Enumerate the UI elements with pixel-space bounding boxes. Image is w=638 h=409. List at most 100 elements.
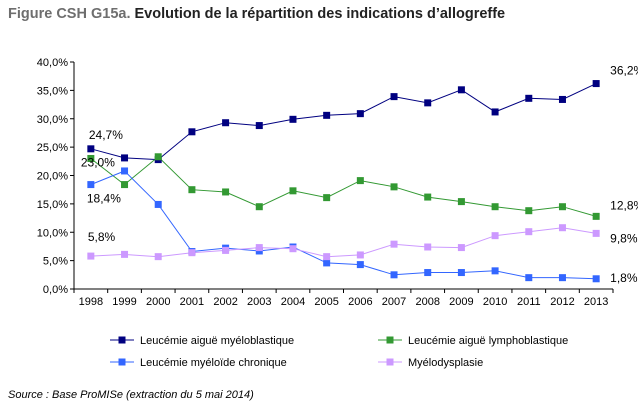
series-line-2 xyxy=(90,170,597,280)
data-point xyxy=(222,119,230,127)
data-label: 9,8% xyxy=(610,231,638,245)
series-markers xyxy=(87,80,600,283)
series-line-3 xyxy=(90,227,597,258)
data-point xyxy=(289,245,297,253)
data-point xyxy=(525,228,533,236)
data-point xyxy=(592,212,600,220)
x-tick-label: 2012 xyxy=(550,296,574,308)
x-tick-label: 2013 xyxy=(584,296,608,308)
data-label: 24,7% xyxy=(89,128,123,142)
legend-marker xyxy=(386,336,394,344)
source-note: Source : Base ProMISe (extraction du 5 m… xyxy=(8,389,254,401)
data-label: 18,4% xyxy=(87,192,121,206)
data-label: 36,2% xyxy=(610,64,638,78)
data-point xyxy=(323,253,331,261)
data-label: 23,0% xyxy=(81,155,115,169)
data-point xyxy=(424,99,432,107)
data-point xyxy=(356,251,364,259)
x-tick-label: 2011 xyxy=(517,296,541,308)
legend-label: Leucémie aiguë myéloblastique xyxy=(140,335,294,347)
data-point xyxy=(558,95,566,103)
x-tick-label: 2008 xyxy=(415,296,439,308)
y-tick-label: 15,0% xyxy=(37,199,68,211)
x-tick-label: 2009 xyxy=(449,296,473,308)
data-point xyxy=(121,167,129,175)
legend-label: Leucémie aiguë lymphoblastique xyxy=(408,335,568,347)
data-point xyxy=(491,232,499,240)
data-point xyxy=(592,275,600,283)
y-tick-label: 10,0% xyxy=(37,227,68,239)
data-point xyxy=(491,108,499,116)
series-lines xyxy=(90,83,597,280)
data-point xyxy=(289,187,297,195)
data-point xyxy=(87,181,95,189)
data-point xyxy=(154,253,162,261)
data-point xyxy=(457,244,465,252)
legend-marker xyxy=(386,358,394,366)
y-tick-label: 20,0% xyxy=(37,171,68,183)
data-point xyxy=(424,193,432,201)
data-point xyxy=(255,203,263,211)
data-point xyxy=(390,271,398,279)
data-label: 5,8% xyxy=(88,230,116,244)
data-point xyxy=(424,243,432,251)
data-point xyxy=(323,111,331,119)
data-labels: 24,7% 23,0% 18,4% 5,8% 36,2% 12,8% 9,8% 1,8% xyxy=(81,64,638,285)
data-point xyxy=(390,240,398,248)
x-tick-label: 2000 xyxy=(146,296,170,308)
data-point xyxy=(457,198,465,206)
data-point xyxy=(121,154,129,162)
figure-label: Figure CSH G15a. xyxy=(8,6,131,22)
y-tick-label: 25,0% xyxy=(37,142,68,154)
data-point xyxy=(87,252,95,260)
data-point xyxy=(525,94,533,102)
data-point xyxy=(255,122,263,130)
figure-title-text: Evolution de la répartition des indicati… xyxy=(134,6,506,22)
data-point xyxy=(424,269,432,277)
data-label: 12,8% xyxy=(610,198,638,212)
y-tick-label: 5,0% xyxy=(43,256,68,268)
series-line-1 xyxy=(90,156,597,217)
data-point xyxy=(188,186,196,194)
data-point xyxy=(558,274,566,282)
x-tick-label: 2006 xyxy=(348,296,372,308)
data-point xyxy=(188,249,196,257)
data-point xyxy=(87,154,95,162)
data-point xyxy=(222,246,230,254)
y-tick-label: 40,0% xyxy=(37,57,68,69)
x-tick-label: 2003 xyxy=(247,296,271,308)
data-point xyxy=(390,93,398,101)
x-tick-label: 1998 xyxy=(79,296,103,308)
legend-label: Leucémie myéloïde chronique xyxy=(140,357,287,369)
data-point xyxy=(188,128,196,136)
x-tick-label: 2007 xyxy=(382,296,406,308)
data-label: 1,8% xyxy=(610,271,638,285)
y-tick-label: 35,0% xyxy=(37,85,68,97)
data-point xyxy=(323,194,331,202)
data-point xyxy=(525,274,533,282)
data-point xyxy=(457,269,465,277)
chart-axes: 0,0% 5,0% 10,0% 15,0% 20,0% 25,0% 30,0% 35,0% 40… xyxy=(37,57,614,308)
data-point xyxy=(592,229,600,237)
x-tick-label: 1999 xyxy=(112,296,136,308)
legend-marker xyxy=(118,358,126,366)
data-point xyxy=(491,267,499,275)
data-point xyxy=(457,86,465,94)
data-point xyxy=(87,145,95,153)
legend-marker xyxy=(118,336,126,344)
y-tick-label: 30,0% xyxy=(37,114,68,126)
series-line-0 xyxy=(90,83,597,161)
x-tick-label: 2002 xyxy=(213,296,237,308)
data-point xyxy=(356,110,364,118)
legend-label: Myélodysplasie xyxy=(408,357,483,369)
data-point xyxy=(121,250,129,258)
x-tick-label: 2001 xyxy=(180,296,204,308)
data-point xyxy=(356,177,364,185)
data-point xyxy=(592,80,600,88)
data-point xyxy=(525,207,533,215)
data-point xyxy=(289,115,297,123)
data-point xyxy=(558,203,566,211)
data-point xyxy=(222,188,230,196)
x-tick-label: 2004 xyxy=(281,296,305,308)
